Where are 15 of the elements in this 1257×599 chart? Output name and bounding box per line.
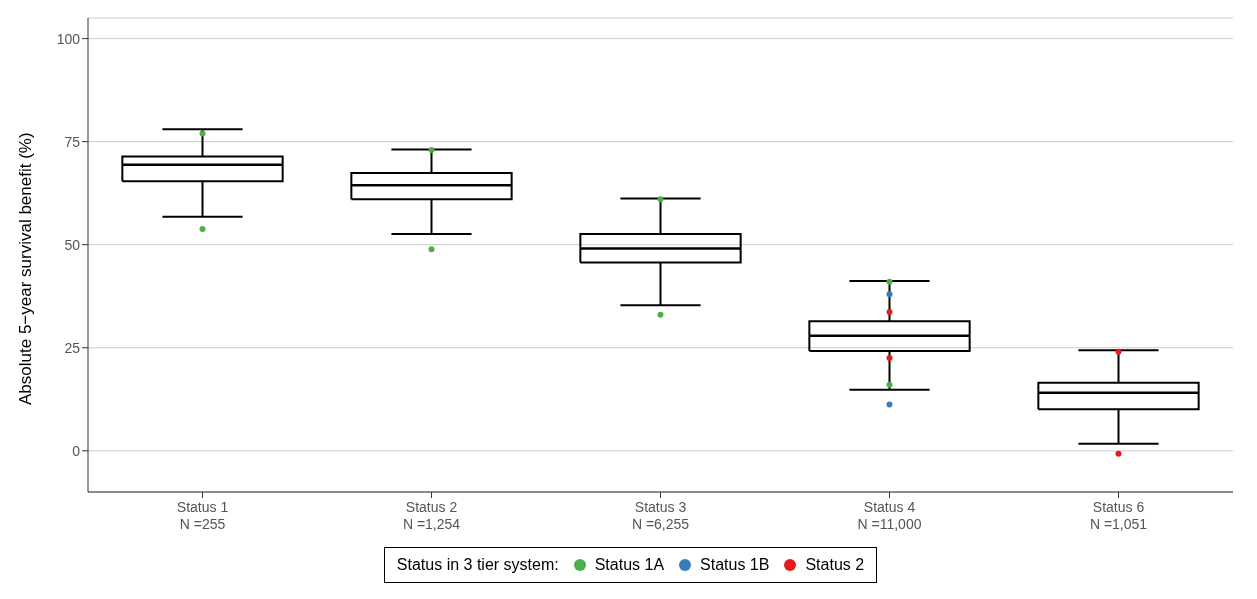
x-tick-label: Status 6 N =1,051 [1089, 499, 1148, 532]
y-tick-label: 25 [64, 339, 81, 356]
legend-label: Status 1A [593, 556, 665, 574]
y-tick-label: 0 [72, 442, 81, 459]
x-tick-label: Status 1 N =255 [176, 499, 229, 532]
x-tick-label: Status 4 N =11,000 [857, 499, 922, 532]
x-tick-label: Status 3 N =6,255 [631, 499, 690, 532]
y-tick-label: 50 [64, 236, 81, 253]
legend-label: Status 1B [699, 556, 770, 574]
legend-title: Status in 3 tier system: [396, 556, 559, 574]
y-tick-label: 75 [64, 133, 81, 150]
y-axis-title: Absolute 5−year survival benefit (%) [16, 132, 36, 405]
legend-label: Status 2 [804, 556, 865, 574]
x-tick-label: Status 2 N =1,254 [402, 499, 461, 532]
y-tick-label: 100 [56, 30, 81, 47]
